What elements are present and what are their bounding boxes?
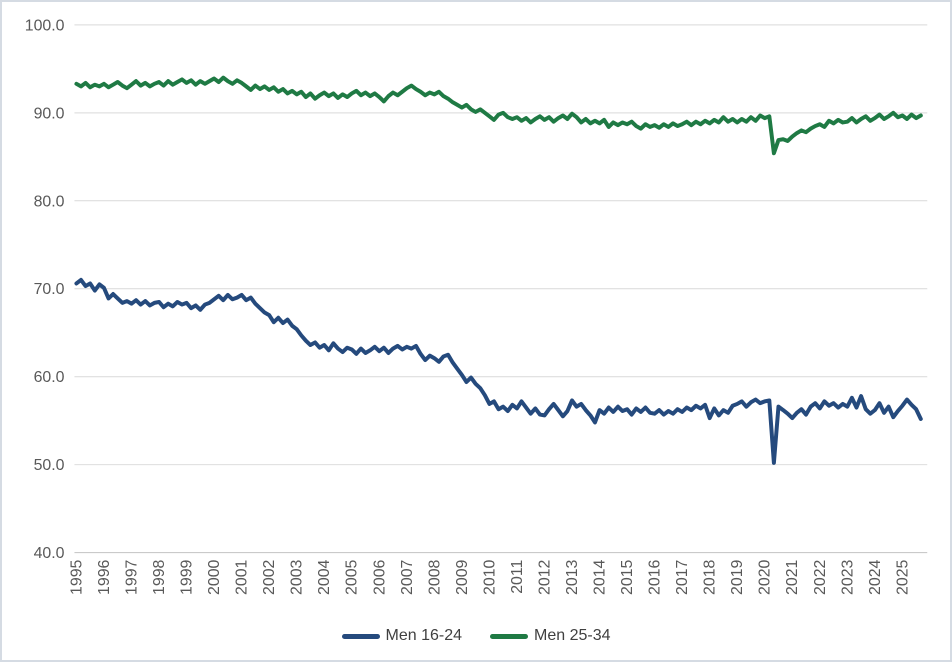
x-axis-tick-label: 2000 — [206, 559, 223, 595]
legend-label-men-16-24: Men 16-24 — [385, 627, 463, 644]
x-axis-tick-label: 2004 — [316, 559, 333, 595]
x-axis-tick-label: 2008 — [426, 559, 443, 595]
x-axis-tick-label: 2010 — [481, 559, 498, 595]
y-axis-tick-label: 40.0 — [34, 545, 65, 562]
x-axis-tick-label: 2016 — [647, 559, 664, 595]
x-axis-tick-label: 2011 — [509, 559, 526, 593]
x-axis-tick-label: 2012 — [536, 559, 553, 595]
series-line-men-16-24[interactable] — [74, 277, 923, 465]
x-axis-tick-label: 2006 — [371, 559, 388, 595]
x-axis-tick-label: 2019 — [729, 559, 746, 595]
x-axis-tick-label: 2002 — [261, 559, 278, 595]
x-axis-tick-label: 2017 — [674, 559, 691, 595]
x-axis-tick-label: 1998 — [151, 559, 168, 595]
x-axis-tick-label: 2007 — [399, 559, 416, 595]
x-axis-tick-label: 1995 — [68, 559, 85, 595]
x-axis-tick-label: 2023 — [839, 559, 856, 595]
x-axis-tick-label: 1997 — [123, 559, 140, 595]
legend-item-men-16-24[interactable]: Men 16-24 — [341, 627, 463, 644]
x-axis-tick-label: 2024 — [867, 559, 884, 595]
legend-item-men-25-34[interactable]: Men 25-34 — [490, 628, 611, 644]
legend-label-men-25-34: Men 25-34 — [534, 627, 611, 644]
y-axis-tick-label: 80.0 — [34, 193, 65, 210]
x-axis-tick-label: 2009 — [454, 559, 471, 595]
x-axis-tick-label: 2001 — [234, 559, 251, 595]
x-axis-tick-label: 2015 — [619, 559, 636, 595]
y-axis-tick-label: 100.0 — [25, 17, 65, 34]
series-line-men-25-34[interactable] — [74, 75, 923, 156]
x-axis-tick-label: 1996 — [96, 559, 113, 595]
x-axis-tick-label: 2005 — [344, 559, 361, 595]
chart-legend: Men 16-24 Men 25-34 — [2, 628, 950, 644]
x-axis-tick-label: 1999 — [179, 559, 196, 595]
x-axis-tick-label: 2020 — [757, 559, 774, 595]
y-axis-tick-label: 60.0 — [34, 369, 65, 386]
x-axis-tick-label: 2003 — [289, 559, 306, 595]
x-axis-tick-label: 2014 — [592, 559, 609, 595]
x-axis-tick-label: 2022 — [812, 559, 829, 595]
y-axis-tick-label: 50.0 — [34, 457, 65, 474]
x-axis-tick-label: 2021 — [784, 559, 801, 595]
legend-line-swatch-blue — [341, 633, 380, 639]
x-axis-tick-label: 2025 — [894, 559, 911, 595]
y-axis-tick-label: 70.0 — [34, 281, 65, 298]
x-axis-tick-label: 2018 — [702, 559, 719, 595]
y-axis-tick-label: 90.0 — [34, 105, 65, 122]
x-axis-tick-label: 2013 — [564, 559, 581, 595]
legend-line-swatch-green — [490, 633, 528, 639]
